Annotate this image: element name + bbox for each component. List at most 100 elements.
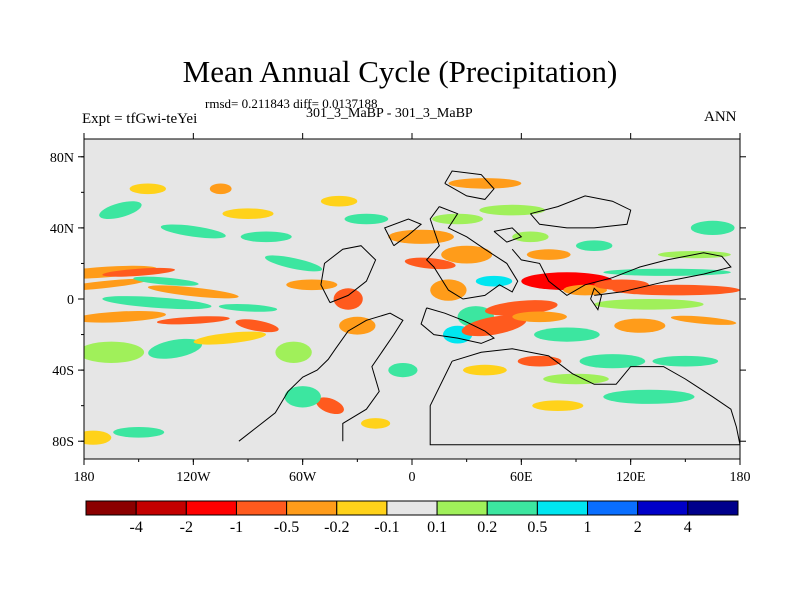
- anomaly-region: [448, 178, 522, 189]
- colorbar-label: -4: [130, 519, 143, 536]
- x-tick-label: 60E: [510, 470, 533, 485]
- anomaly-region: [563, 284, 607, 296]
- anomaly-region: [99, 201, 142, 219]
- chart-title: Mean Annual Cycle (Precipitation): [182, 54, 618, 89]
- anomaly-region: [614, 318, 666, 333]
- anomaly-region: [463, 364, 507, 376]
- anomaly-region: [670, 315, 737, 325]
- anomaly-region: [316, 397, 344, 415]
- anomaly-region: [441, 245, 493, 264]
- anomaly-region: [209, 183, 232, 195]
- colorbar-label: 0.5: [527, 519, 547, 536]
- anomaly-region: [512, 231, 549, 243]
- anomaly-region: [512, 311, 567, 323]
- stats-label: rmsd= 0.211843 diff= 0.0137188: [205, 96, 378, 111]
- anomaly-region: [84, 341, 145, 363]
- colorbar-swatch: [637, 500, 689, 516]
- anomaly-region: [532, 400, 584, 412]
- colorbar-swatch: [436, 500, 488, 516]
- coastline: [425, 206, 519, 300]
- anomaly-region: [129, 183, 166, 195]
- anomaly-region: [275, 341, 312, 363]
- anomaly-region: [84, 278, 148, 291]
- anomaly-region: [534, 327, 600, 342]
- anomaly-region: [333, 288, 363, 310]
- anomaly-region: [576, 240, 613, 251]
- coastline: [429, 348, 740, 446]
- anomaly-region: [148, 338, 203, 359]
- anomaly-region: [235, 319, 279, 333]
- y-tick-label: 80S: [52, 435, 74, 450]
- colorbar-label: 4: [684, 519, 692, 536]
- colorbar-label: 0.1: [427, 519, 447, 536]
- anomaly-region: [652, 355, 719, 367]
- colorbar-swatch: [286, 500, 338, 516]
- colorbar-label: 0.2: [477, 519, 497, 536]
- anomaly-region: [543, 373, 609, 385]
- colorbar-swatch: [185, 500, 237, 516]
- anomaly-region: [526, 249, 571, 260]
- y-tick-label: 40N: [50, 222, 74, 237]
- x-tick-label: 180: [74, 470, 95, 485]
- anomaly-field: [84, 178, 740, 445]
- anomaly-region: [461, 315, 527, 337]
- colorbar-label: 2: [634, 519, 642, 536]
- coastline: [444, 170, 495, 200]
- colorbar-label: -0.1: [374, 519, 399, 536]
- coastline: [590, 287, 603, 311]
- colorbar-swatch: [235, 500, 288, 516]
- colorbar-label: -0.2: [324, 519, 349, 536]
- colorbar: -4 -2 -1 -0.5 -0.2 -0.1 0.1 0.2 0.5 1 2 4: [85, 500, 739, 536]
- anomaly-region: [690, 220, 735, 235]
- x-tick-label: 120E: [616, 470, 646, 485]
- x-tick-label: 120W: [176, 470, 211, 485]
- colorbar-label: -2: [180, 519, 193, 536]
- anomaly-region: [160, 224, 226, 239]
- anomaly-region: [475, 275, 513, 287]
- colorbar-swatch: [687, 500, 739, 516]
- anomaly-region: [222, 208, 274, 219]
- anomaly-region: [388, 229, 454, 244]
- anomaly-region: [84, 310, 166, 323]
- experiment-label: Expt = tfGwi-teYei: [82, 111, 198, 127]
- season-label: ANN: [704, 109, 737, 125]
- colorbar-swatch: [85, 500, 137, 516]
- colorbar-swatch: [386, 500, 438, 516]
- colorbar-swatch: [587, 500, 639, 516]
- anomaly-region: [612, 284, 740, 296]
- anomaly-region: [147, 285, 239, 299]
- anomaly-region: [193, 331, 267, 345]
- coastline: [238, 312, 404, 442]
- anomaly-region: [84, 265, 157, 279]
- anomaly-region: [102, 267, 176, 277]
- anomaly-region: [286, 279, 338, 291]
- anomaly-region: [113, 427, 165, 438]
- coastline: [493, 227, 523, 243]
- anomaly-region: [361, 418, 391, 429]
- x-tick-label: 0: [409, 470, 416, 485]
- anomaly-region: [284, 386, 321, 408]
- coastline: [383, 218, 423, 247]
- anomaly-region: [102, 296, 212, 310]
- anomaly-region: [344, 213, 389, 225]
- anomaly-region: [388, 363, 418, 378]
- anomaly-region: [265, 255, 323, 272]
- colorbar-label: -1: [230, 519, 243, 536]
- coastline: [511, 248, 732, 297]
- axes: 180 120W 60W 0 60E 120E 180 80N 40N 0 40S 80S: [50, 133, 751, 485]
- coastline: [420, 307, 495, 344]
- colorbar-swatch: [336, 500, 388, 516]
- anomaly-region: [84, 430, 112, 445]
- coastlines: [238, 170, 740, 446]
- y-tick-label: 80N: [50, 151, 74, 166]
- anomaly-region: [240, 231, 292, 243]
- anomaly-region: [218, 303, 278, 312]
- coastline: [530, 195, 632, 229]
- anomaly-region: [579, 354, 646, 369]
- anomaly-region: [133, 276, 199, 286]
- colorbar-swatch: [135, 500, 187, 516]
- x-tick-label: 180: [730, 470, 751, 485]
- coastline: [320, 245, 377, 304]
- colorbar-swatch: [486, 500, 538, 516]
